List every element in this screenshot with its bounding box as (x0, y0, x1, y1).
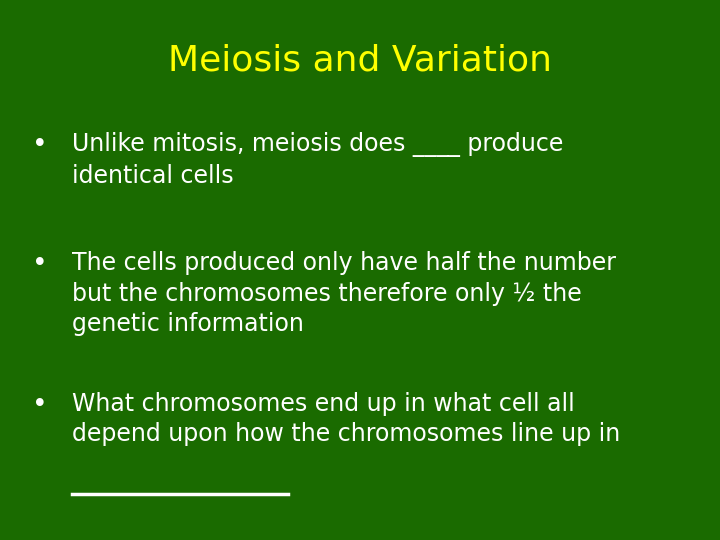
Text: The cells produced only have half the number
but the chromosomes therefore only : The cells produced only have half the nu… (72, 251, 616, 336)
Text: Unlike mitosis, meiosis does ____ produce
identical cells: Unlike mitosis, meiosis does ____ produc… (72, 132, 563, 188)
Text: •: • (32, 251, 48, 277)
Text: Meiosis and Variation: Meiosis and Variation (168, 43, 552, 77)
Text: •: • (32, 392, 48, 417)
Text: •: • (32, 132, 48, 158)
Text: What chromosomes end up in what cell all
depend upon how the chromosomes line up: What chromosomes end up in what cell all… (72, 392, 620, 446)
